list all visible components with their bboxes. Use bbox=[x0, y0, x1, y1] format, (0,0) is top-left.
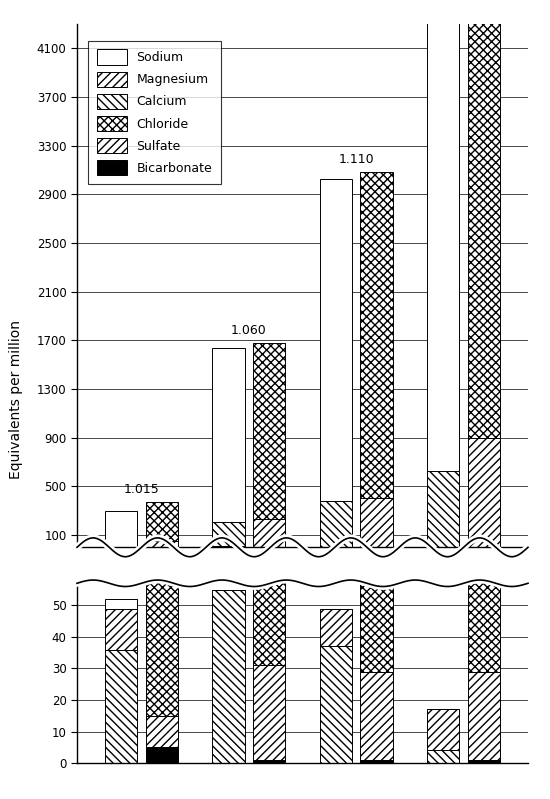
Bar bbox=[427, 750, 459, 763]
Bar bbox=[212, 590, 245, 763]
Bar bbox=[146, 716, 178, 747]
Bar bbox=[253, 666, 285, 760]
Bar bbox=[253, 492, 285, 666]
Text: Equivalents per million: Equivalents per million bbox=[9, 320, 24, 479]
Bar bbox=[468, 498, 500, 672]
Bar bbox=[320, 178, 352, 501]
Bar bbox=[360, 499, 393, 547]
Bar bbox=[360, 173, 393, 499]
Bar bbox=[105, 511, 137, 547]
Bar bbox=[360, 760, 393, 763]
Bar bbox=[360, 672, 393, 760]
Bar bbox=[468, 672, 500, 760]
Bar bbox=[427, 14, 459, 471]
Text: 1.110: 1.110 bbox=[338, 153, 374, 166]
Bar bbox=[146, 502, 178, 541]
Bar bbox=[212, 546, 245, 547]
Bar bbox=[468, 0, 500, 438]
Bar bbox=[468, 760, 500, 763]
Bar bbox=[427, 710, 459, 750]
Bar bbox=[253, 760, 285, 763]
Bar bbox=[105, 609, 137, 650]
Bar bbox=[360, 498, 393, 672]
Bar bbox=[146, 552, 178, 716]
Bar bbox=[146, 541, 178, 547]
Bar bbox=[105, 650, 137, 763]
Bar bbox=[427, 471, 459, 547]
Text: 1.060: 1.060 bbox=[231, 324, 267, 336]
Bar bbox=[212, 522, 245, 546]
Text: 1.015: 1.015 bbox=[124, 483, 160, 495]
Bar bbox=[320, 501, 352, 547]
Bar bbox=[320, 609, 352, 646]
Bar bbox=[146, 747, 178, 763]
Bar bbox=[320, 646, 352, 763]
Bar bbox=[468, 438, 500, 547]
Bar bbox=[212, 348, 245, 522]
Legend: Sodium, Magnesium, Calcium, Chloride, Sulfate, Bicarbonate: Sodium, Magnesium, Calcium, Chloride, Su… bbox=[88, 41, 221, 184]
Bar bbox=[105, 599, 137, 609]
Bar bbox=[253, 519, 285, 547]
Bar bbox=[253, 343, 285, 519]
